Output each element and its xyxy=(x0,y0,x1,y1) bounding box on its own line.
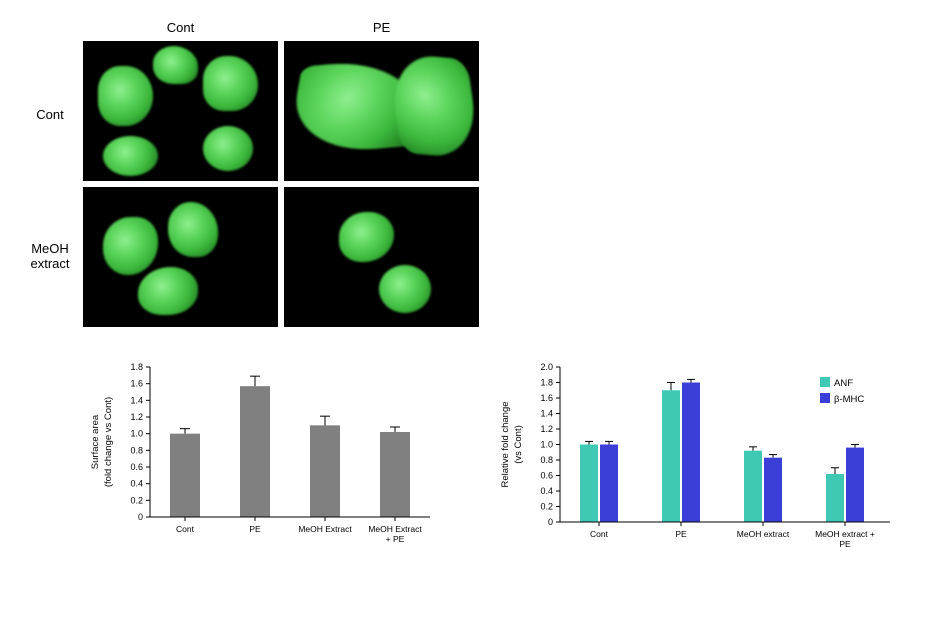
svg-text:PE: PE xyxy=(839,539,851,549)
svg-text:1.0: 1.0 xyxy=(130,429,143,439)
svg-text:PE: PE xyxy=(675,529,687,539)
svg-text:2.0: 2.0 xyxy=(540,362,553,372)
chart-right-svg: 00.20.40.60.81.01.21.41.61.82.0ContPEMeO… xyxy=(490,357,920,572)
svg-text:1.8: 1.8 xyxy=(130,362,143,372)
svg-text:0.4: 0.4 xyxy=(540,486,553,496)
micrograph-meoh-pe xyxy=(284,187,479,327)
svg-text:MeOH extract +: MeOH extract + xyxy=(815,529,875,539)
svg-text:0.2: 0.2 xyxy=(540,502,553,512)
svg-text:1.4: 1.4 xyxy=(540,409,553,419)
image-grid: Cont PE xyxy=(83,20,479,327)
micrograph-meoh-cont xyxy=(83,187,278,327)
svg-text:(fold change vs Cont): (fold change vs Cont) xyxy=(103,397,114,487)
charts-section: 0 0.2 0.4 0.6 0.8 1.0 1.2 1.4 1.6 1.8 Cont PE MeOH E… xyxy=(80,357,931,572)
relative-fold-change-chart: 00.20.40.60.81.01.21.41.61.82.0ContPEMeO… xyxy=(490,357,920,572)
svg-text:PE: PE xyxy=(249,524,261,534)
row-label-cont: Cont xyxy=(25,44,75,184)
row-labels-wrap: Cont MeOH extract xyxy=(25,20,75,327)
chart-left-svg: 0 0.2 0.4 0.6 0.8 1.0 1.2 1.4 1.6 1.8 Cont PE MeOH E… xyxy=(80,357,450,567)
svg-text:MeOH extract: MeOH extract xyxy=(737,529,790,539)
svg-text:1.0: 1.0 xyxy=(540,440,553,450)
row-label-meoh: MeOH extract xyxy=(25,186,75,326)
svg-text:ANF: ANF xyxy=(834,378,853,389)
svg-text:+ PE: + PE xyxy=(386,534,405,544)
surface-area-chart: 0 0.2 0.4 0.6 0.8 1.0 1.2 1.4 1.6 1.8 Cont PE MeOH E… xyxy=(80,357,450,572)
svg-text:0.2: 0.2 xyxy=(130,495,143,505)
svg-text:β-MHC: β-MHC xyxy=(834,394,864,405)
svg-text:0: 0 xyxy=(548,517,553,527)
col-headers: Cont PE xyxy=(83,20,479,35)
svg-text:Surface area: Surface area xyxy=(90,414,101,469)
svg-text:MeOH Extract: MeOH Extract xyxy=(368,524,422,534)
col-header-pe: PE xyxy=(284,20,479,35)
micrograph-cont-pe xyxy=(284,41,479,181)
svg-text:Cont: Cont xyxy=(176,524,195,534)
svg-text:1.4: 1.4 xyxy=(130,395,143,405)
image-row-2 xyxy=(83,187,479,327)
svg-text:1.2: 1.2 xyxy=(130,412,143,422)
micrograph-panel: Cont MeOH extract Cont PE xyxy=(25,20,931,327)
svg-text:1.2: 1.2 xyxy=(540,424,553,434)
svg-text:(vs Cont): (vs Cont) xyxy=(513,425,524,464)
micrograph-cont-cont xyxy=(83,41,278,181)
image-row-1 xyxy=(83,41,479,181)
svg-text:0: 0 xyxy=(138,512,143,522)
svg-text:1.6: 1.6 xyxy=(130,379,143,389)
svg-text:0.6: 0.6 xyxy=(130,462,143,472)
svg-text:MeOH Extract: MeOH Extract xyxy=(298,524,352,534)
svg-text:1.6: 1.6 xyxy=(540,393,553,403)
svg-text:0.4: 0.4 xyxy=(130,479,143,489)
svg-text:Cont: Cont xyxy=(590,529,609,539)
svg-text:0.8: 0.8 xyxy=(130,445,143,455)
svg-text:Relative fold change: Relative fold change xyxy=(500,401,511,487)
col-header-cont: Cont xyxy=(83,20,278,35)
svg-text:0.8: 0.8 xyxy=(540,455,553,465)
svg-text:0.6: 0.6 xyxy=(540,471,553,481)
svg-text:1.8: 1.8 xyxy=(540,378,553,388)
